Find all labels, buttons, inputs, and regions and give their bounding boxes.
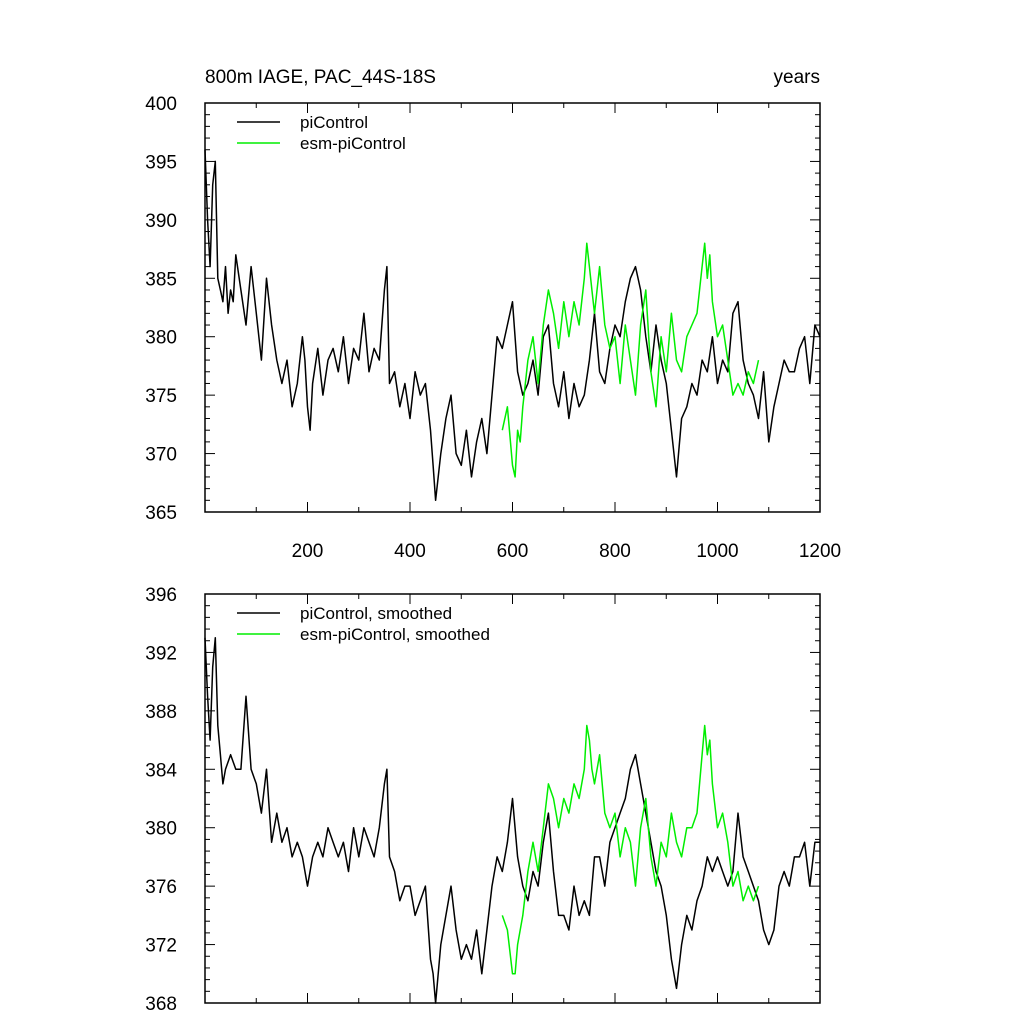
y-tick-label: 370: [145, 445, 177, 466]
legend: piControl, smoothed esm-piControl, smooth…: [237, 604, 490, 644]
y-tick-label: 388: [145, 702, 177, 723]
series-lines: [204, 149, 821, 502]
y-tick-label: 375: [145, 386, 177, 407]
legend-label: piControl, smoothed: [300, 604, 452, 623]
y-tick-label: 372: [145, 936, 177, 957]
series-line: [501, 724, 760, 975]
y-tick-label: 368: [145, 994, 177, 1015]
y-tick-label: 400: [145, 94, 177, 115]
y-axis: 368 372 376 380 384 388 392 396: [145, 585, 820, 1015]
x-axis: [255, 594, 821, 1003]
legend-label: esm-piControl: [300, 134, 406, 153]
y-tick-label: 396: [145, 585, 177, 606]
legend-label: piControl: [300, 113, 368, 132]
x-tick-label: 200: [292, 541, 324, 562]
title-right-years: years: [774, 67, 820, 88]
y-tick-label: 384: [145, 760, 177, 781]
y-tick-label: 385: [145, 269, 177, 290]
y-tick-label: 380: [145, 328, 177, 349]
x-tick-label: 400: [394, 541, 426, 562]
legend: piControl esm-piControl: [237, 113, 406, 153]
y-tick-label: 380: [145, 819, 177, 840]
x-axis: 200 400 600 800 1000 1200: [255, 103, 841, 562]
chart-title: 800m IAGE, PAC_44S-18S: [205, 67, 436, 88]
x-tick-label: 1000: [696, 541, 738, 562]
y-tick-label: 365: [145, 503, 177, 524]
x-tick-label: 1200: [799, 541, 841, 562]
y-axis: 365 370 375 380 385 390 395 400: [145, 94, 820, 524]
x-tick-label: 800: [599, 541, 631, 562]
x-tick-label: 600: [497, 541, 529, 562]
series-line: [204, 637, 820, 1004]
y-tick-label: 390: [145, 211, 177, 232]
series-lines: [204, 637, 820, 1004]
bottom-panel: 368 372 376 380 384 388 392 396 piControl, smoo…: [145, 585, 821, 1015]
y-tick-label: 392: [145, 643, 177, 664]
top-panel: 800m IAGE, PAC_44S-18S years 365 370 375 38…: [145, 67, 841, 562]
legend-label: esm-piControl, smoothed: [300, 625, 490, 644]
series-line: [204, 149, 821, 502]
y-tick-label: 395: [145, 152, 177, 173]
y-tick-label: 376: [145, 877, 177, 898]
series-line: [501, 242, 760, 478]
